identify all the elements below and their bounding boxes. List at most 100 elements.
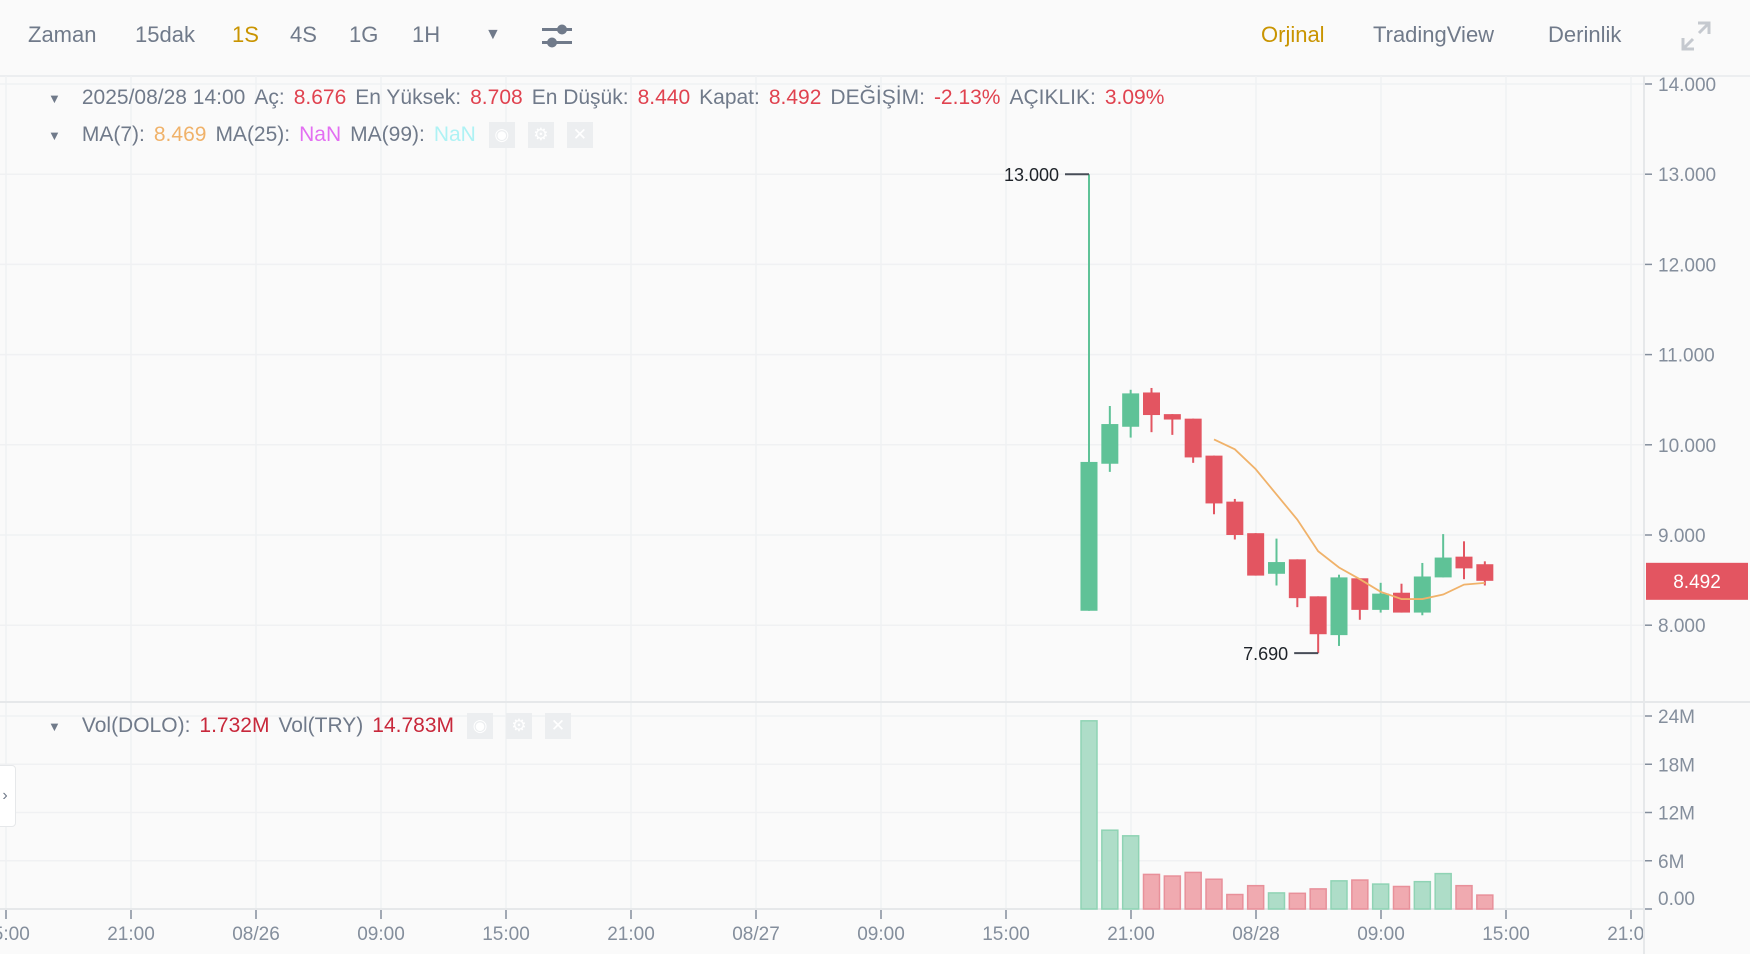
ma99-value: NaN — [433, 123, 476, 146]
candle-body — [1330, 577, 1348, 636]
time-tick-label: 08/27 — [732, 924, 780, 945]
volume-bar — [1226, 893, 1244, 910]
eye-icon[interactable]: ◉ — [467, 713, 493, 739]
volume-bar — [1101, 829, 1119, 910]
range-value: 3.09% — [1104, 86, 1165, 109]
candle-body — [1268, 562, 1285, 574]
price-tick-label: 9.000 — [1658, 526, 1706, 547]
candle-body — [1393, 592, 1410, 613]
low-value: 8.440 — [637, 86, 691, 109]
interval-1h[interactable]: 1H — [412, 22, 441, 47]
vol-base-value: 1.732M — [199, 714, 270, 737]
volume-bar — [1434, 872, 1452, 910]
expand-icon[interactable] — [1680, 20, 1712, 58]
ma25-label: MA(25): — [215, 123, 291, 146]
gear-icon[interactable]: ⚙ — [506, 713, 532, 739]
collapse-caret-icon[interactable]: ▼ — [48, 718, 61, 734]
volume-legend: ▼ Vol(DOLO): 1.732M Vol(TRY) 14.783M ◉ ⚙ ✕ — [48, 713, 571, 739]
time-tick-label: 21:00 — [1107, 924, 1155, 945]
chart-toolbar: Zaman 15dak 1S 4S 1G 1H ▼ Orjinal Tradin… — [0, 0, 1750, 77]
ma25-value: NaN — [299, 123, 342, 146]
interval-1s[interactable]: 1S — [232, 22, 259, 47]
chevron-right-icon: › — [2, 787, 8, 804]
ma7-label: MA(7): — [81, 123, 145, 146]
vol-tick-label: 6M — [1658, 852, 1684, 873]
volume-bar — [1476, 894, 1494, 910]
ma7-value: 8.469 — [153, 123, 207, 146]
vol-tick-label: 0.00 — [1658, 889, 1695, 910]
caret-down-icon[interactable]: ▼ — [485, 26, 501, 43]
volume-bar — [1330, 880, 1348, 910]
time-tick-label: 15:00 — [0, 924, 30, 945]
eye-icon[interactable]: ◉ — [488, 122, 515, 148]
volume-bar — [1288, 892, 1307, 910]
high-value: 8.708 — [470, 86, 523, 109]
volume-bar — [1371, 883, 1390, 910]
volume-bar — [1184, 871, 1202, 910]
volume-bar — [1205, 878, 1223, 910]
price-tick-label: 8.000 — [1658, 616, 1706, 637]
interval-zaman[interactable]: Zaman — [28, 22, 97, 47]
candle-body — [1288, 559, 1306, 599]
candle-body — [1476, 564, 1494, 581]
volume-bar — [1246, 884, 1265, 910]
candle-body — [1455, 556, 1473, 569]
change-label: DEĞİŞİM: — [830, 86, 925, 109]
legend-datetime: 2025/08/28 14:00 — [81, 86, 246, 109]
collapse-caret-icon[interactable]: ▼ — [48, 90, 61, 106]
interval-4s[interactable]: 4S — [290, 22, 317, 47]
candle-body — [1434, 557, 1452, 578]
sliders-icon[interactable] — [540, 20, 574, 58]
collapse-caret-icon[interactable]: ▼ — [48, 127, 61, 143]
candle-body — [1226, 501, 1244, 535]
volume-bar — [1413, 880, 1432, 910]
volume-bar — [1392, 885, 1411, 910]
price-tick-label: 12.000 — [1658, 255, 1716, 276]
ma99-label: MA(99): — [350, 123, 425, 146]
interval-1g[interactable]: 1G — [349, 22, 379, 47]
last-price-label: 8.492 — [1673, 572, 1721, 593]
candle-body — [1163, 414, 1181, 420]
close-icon[interactable]: ✕ — [545, 713, 571, 739]
time-tick-label: 09:00 — [357, 924, 405, 945]
candle-body — [1372, 593, 1390, 610]
close-icon[interactable]: ✕ — [566, 122, 593, 148]
volume-bar — [1309, 888, 1327, 910]
side-panel-toggle[interactable]: › — [0, 765, 16, 827]
high-label: En Yüksek: — [355, 86, 462, 109]
close-label: Kapat: — [699, 86, 760, 109]
volume-bar — [1142, 873, 1161, 910]
low-label: En Düşük: — [531, 86, 629, 109]
view-derinlik[interactable]: Derinlik — [1548, 22, 1622, 47]
time-tick-label: 21:00 — [607, 924, 655, 945]
gear-icon[interactable]: ⚙ — [527, 122, 554, 148]
candle-body — [1351, 578, 1369, 610]
interval-15dak[interactable]: 15dak — [135, 22, 195, 47]
candle-body — [1122, 393, 1140, 427]
vol-quote-label: Vol(TRY) — [278, 714, 364, 737]
change-value: -2.13% — [933, 86, 1001, 109]
view-tradingview[interactable]: TradingView — [1373, 22, 1495, 47]
price-tick-label: 13.000 — [1658, 165, 1716, 186]
candle-body — [1184, 418, 1202, 458]
vol-base-label: Vol(DOLO): — [81, 714, 191, 737]
min-price-label: 7.690 — [1243, 644, 1288, 664]
volume-bar — [1121, 835, 1140, 910]
max-price-label: 13.000 — [1004, 165, 1059, 185]
time-tick-label: 08/26 — [232, 924, 280, 945]
time-tick-label: 09:00 — [1357, 924, 1405, 945]
open-label: Aç: — [254, 86, 285, 109]
vol-quote-value: 14.783M — [372, 714, 454, 737]
vol-tick-label: 12M — [1658, 804, 1695, 825]
ma-legend: ▼ MA(7): 8.469 MA(25): NaN MA(99): NaN ◉ ⚙ … — [48, 122, 593, 148]
candle-body — [1101, 424, 1119, 464]
price-tick-label: 14.000 — [1658, 75, 1716, 96]
candle-body — [1205, 455, 1223, 504]
candle-body — [1309, 596, 1327, 635]
candle-body — [1413, 576, 1431, 613]
ohlc-legend: ▼ 2025/08/28 14:00 Aç: 8.676 En Yüksek: 8.… — [48, 86, 1164, 110]
volume-bar — [1455, 884, 1473, 910]
view-orjinal[interactable]: Orjinal — [1261, 22, 1325, 47]
time-tick-label: 21:00 — [1607, 924, 1655, 945]
